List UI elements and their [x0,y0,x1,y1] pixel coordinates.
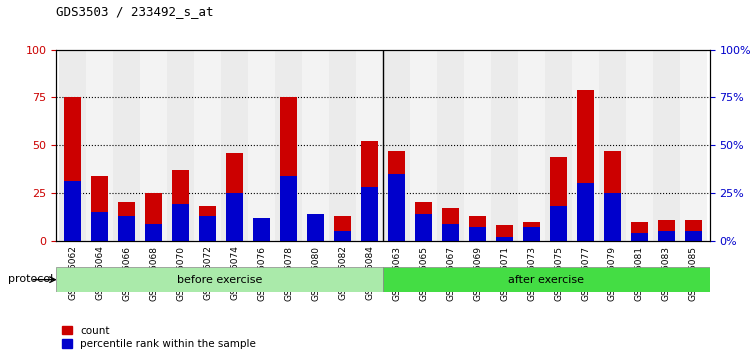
Bar [307,216,324,241]
Bar [680,50,707,241]
Bar [280,97,297,241]
Text: GDS3503 / 233492_s_at: GDS3503 / 233492_s_at [56,5,214,18]
Bar [194,50,221,241]
Bar [388,151,405,241]
Bar [280,176,297,241]
Bar [119,216,134,241]
Bar [496,237,513,241]
Bar [599,50,626,241]
Bar [275,50,302,241]
Bar [572,50,599,241]
Bar [388,174,405,241]
Bar [383,50,410,241]
Bar [334,216,351,241]
Bar [226,193,243,241]
Bar [653,50,680,241]
Bar [92,176,107,241]
Bar [659,231,674,241]
Bar [56,267,383,292]
Bar [550,156,566,241]
Bar [578,183,593,241]
Bar [146,193,161,241]
Bar [496,225,513,241]
Bar [92,212,107,241]
Bar [442,223,459,241]
Bar [200,206,216,241]
Bar [329,50,356,241]
Bar [518,50,545,241]
Bar [545,50,572,241]
Bar [605,193,620,241]
Bar [173,170,189,241]
Bar [469,216,486,241]
Bar [605,151,620,241]
Bar [226,153,243,241]
Bar [65,182,80,241]
Bar [221,50,248,241]
Bar [686,231,701,241]
Bar [550,206,566,241]
Bar [469,227,486,241]
Text: after exercise: after exercise [508,275,584,285]
Bar [415,202,432,241]
Bar [307,214,324,241]
Bar [523,227,540,241]
Bar [200,216,216,241]
Bar [253,227,270,241]
Bar [173,204,189,241]
Bar [491,50,518,241]
Bar [523,222,540,241]
Bar [415,214,432,241]
Legend: count, percentile rank within the sample: count, percentile rank within the sample [62,326,256,349]
Bar [140,50,167,241]
Bar [632,222,647,241]
Bar [167,50,194,241]
Bar [146,223,161,241]
Bar [442,208,459,241]
Bar [119,202,134,241]
Bar [626,50,653,241]
Bar [65,97,80,241]
Bar [686,220,701,241]
Bar [59,50,86,241]
Bar [659,220,674,241]
Bar [253,218,270,241]
Bar [578,90,593,241]
Bar [302,50,329,241]
Bar [410,50,437,241]
Bar [632,233,647,241]
Bar [361,141,378,241]
Bar [383,267,710,292]
Bar [437,50,464,241]
Bar [86,50,113,241]
Bar [113,50,140,241]
Bar [464,50,491,241]
Bar [356,50,383,241]
Text: before exercise: before exercise [177,275,262,285]
Text: protocol: protocol [8,274,53,284]
Bar [334,231,351,241]
Bar [248,50,275,241]
Bar [361,187,378,241]
